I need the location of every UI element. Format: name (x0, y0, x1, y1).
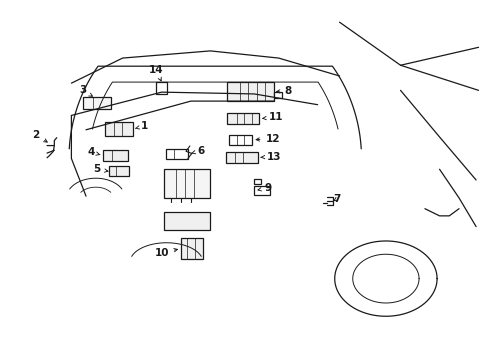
Text: 12: 12 (256, 134, 280, 144)
Text: 5: 5 (93, 164, 108, 174)
FancyBboxPatch shape (104, 122, 133, 136)
FancyBboxPatch shape (227, 82, 273, 101)
FancyBboxPatch shape (166, 149, 188, 159)
Text: 9: 9 (258, 183, 271, 193)
Text: 11: 11 (262, 112, 283, 122)
FancyBboxPatch shape (254, 186, 269, 195)
FancyBboxPatch shape (181, 238, 203, 259)
FancyBboxPatch shape (156, 82, 167, 94)
FancyBboxPatch shape (273, 92, 281, 98)
FancyBboxPatch shape (163, 169, 210, 198)
FancyBboxPatch shape (82, 97, 111, 109)
Text: 4: 4 (87, 147, 100, 157)
FancyBboxPatch shape (109, 166, 129, 176)
Text: 3: 3 (79, 85, 92, 96)
FancyBboxPatch shape (225, 152, 257, 163)
FancyBboxPatch shape (163, 212, 210, 230)
Text: 7: 7 (333, 194, 340, 204)
FancyBboxPatch shape (227, 113, 259, 125)
Text: 1: 1 (135, 121, 148, 131)
FancyBboxPatch shape (103, 149, 128, 161)
Text: 13: 13 (261, 152, 281, 162)
Text: 6: 6 (191, 145, 204, 156)
Text: 2: 2 (32, 130, 47, 142)
FancyBboxPatch shape (228, 135, 252, 145)
Text: 14: 14 (148, 64, 163, 81)
Text: 10: 10 (154, 248, 177, 258)
FancyBboxPatch shape (254, 179, 261, 184)
Text: 8: 8 (276, 86, 291, 96)
